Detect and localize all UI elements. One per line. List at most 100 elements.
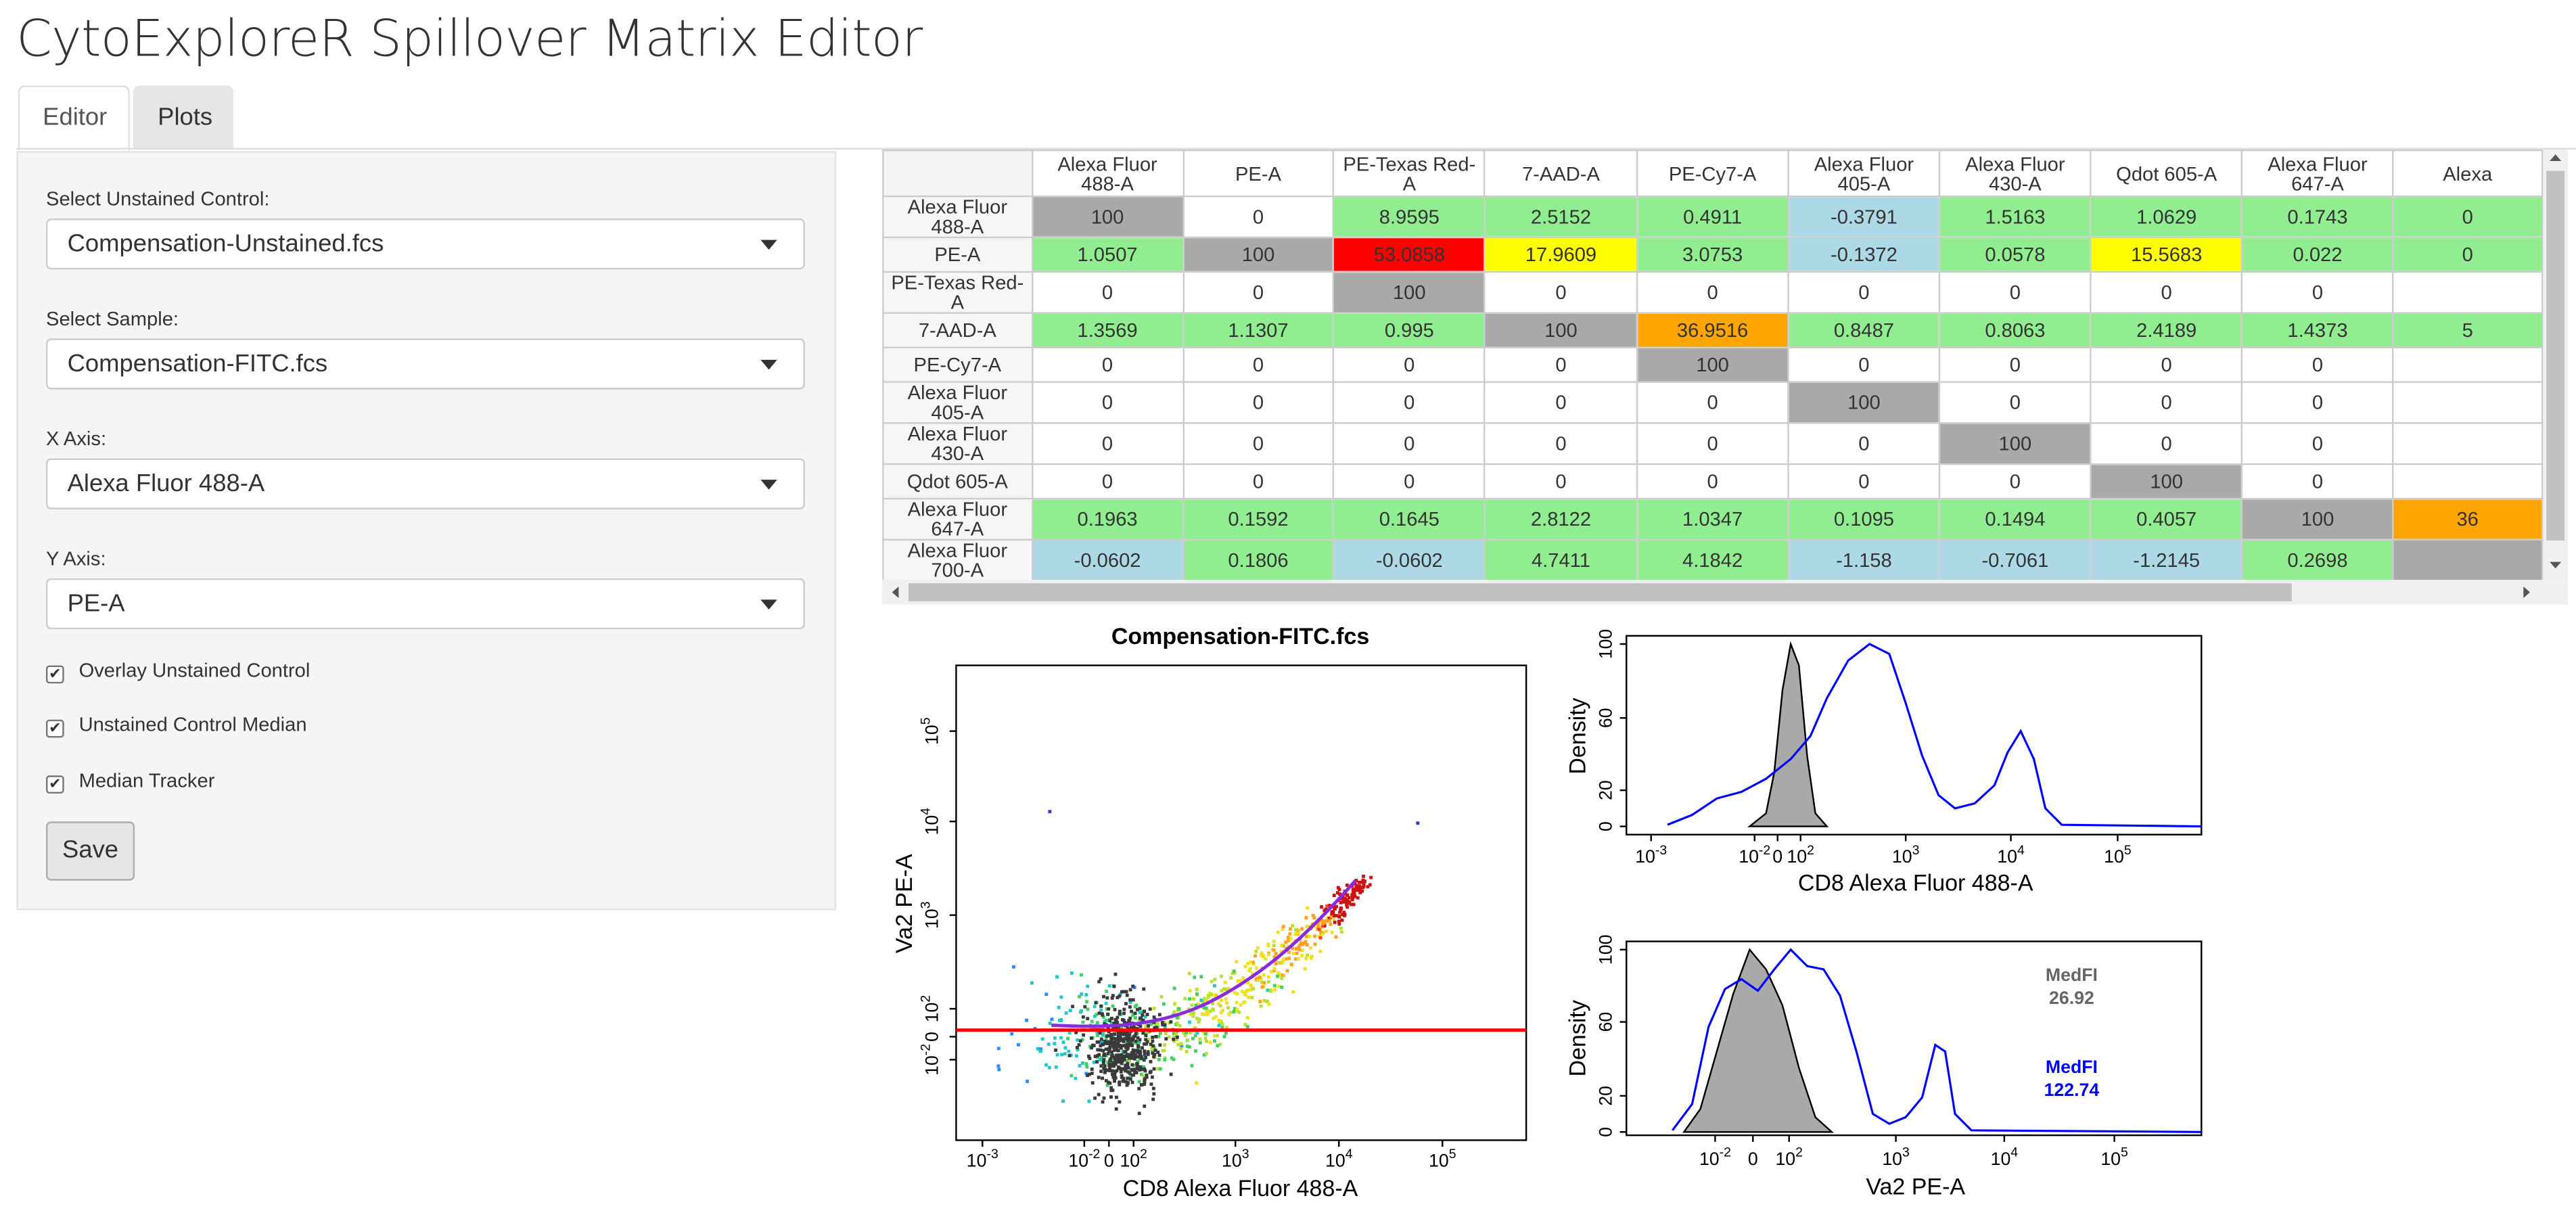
matrix-cell[interactable]: 0	[2090, 346, 2243, 383]
matrix-cell[interactable]	[2391, 538, 2544, 580]
matrix-cell[interactable]: 53.0858	[1333, 236, 1486, 273]
matrix-cell[interactable]: 0	[1031, 271, 1184, 314]
matrix-cell[interactable]	[2391, 463, 2544, 500]
matrix-cell[interactable]: 0	[2090, 381, 2243, 424]
matrix-cell[interactable]: 0	[2391, 195, 2544, 239]
checkbox-row[interactable]: ✔ Median Tracker	[45, 769, 214, 794]
checkbox-row[interactable]: ✔ Overlay Unstained Control	[45, 659, 310, 684]
matrix-cell[interactable]: -0.0602	[1031, 538, 1184, 580]
matrix-cell[interactable]: 3.0753	[1636, 236, 1789, 273]
matrix-cell[interactable]: 0	[2241, 346, 2394, 383]
matrix-cell[interactable]: 0	[1636, 381, 1789, 424]
matrix-cell[interactable]: 0	[1182, 271, 1335, 314]
scroll-thumb[interactable]	[2546, 170, 2564, 541]
matrix-cell[interactable]: 2.4189	[2090, 312, 2243, 348]
checkbox[interactable]: ✔	[45, 665, 64, 684]
matrix-cell[interactable]: 0	[1484, 463, 1638, 500]
matrix-cell[interactable]: 100	[1484, 312, 1638, 348]
matrix-cell[interactable]: 0	[1787, 422, 1941, 465]
matrix-cell[interactable]: 0	[1031, 381, 1184, 424]
matrix-cell[interactable]: 0	[1938, 381, 2092, 424]
matrix-cell[interactable]: 0.1592	[1182, 497, 1335, 541]
matrix-cell[interactable]: 1.0347	[1636, 497, 1789, 541]
matrix-cell[interactable]: 2.5152	[1484, 195, 1638, 239]
matrix-cell[interactable]: 0.8063	[1938, 312, 2092, 348]
matrix-cell[interactable]: 0.4911	[1636, 195, 1789, 239]
scroll-arrow[interactable]	[2523, 586, 2530, 598]
matrix-cell[interactable]: 0	[1484, 271, 1638, 314]
matrix-cell[interactable]: 1.0507	[1031, 236, 1184, 273]
checkbox[interactable]: ✔	[45, 775, 64, 794]
matrix-cell[interactable]: 0	[1333, 381, 1486, 424]
matrix-cell[interactable]: 0	[1787, 271, 1941, 314]
scroll-arrow[interactable]	[2550, 154, 2562, 161]
matrix-cell[interactable]: 0	[1333, 346, 1486, 383]
matrix-cell[interactable]: 0	[1636, 271, 1789, 314]
matrix-cell[interactable]: 0.1494	[1938, 497, 2092, 541]
matrix-cell[interactable]: 17.9609	[1484, 236, 1638, 273]
matrix-cell[interactable]: 0	[1787, 346, 1941, 383]
matrix-cell[interactable]: 0.022	[2241, 236, 2394, 273]
matrix-cell[interactable]: 0	[1182, 463, 1335, 500]
matrix-cell[interactable]: 0	[1938, 271, 2092, 314]
matrix-cell[interactable]: 0	[1333, 463, 1486, 500]
matrix-cell[interactable]	[2391, 271, 2544, 314]
matrix-cell[interactable]: 15.5683	[2090, 236, 2243, 273]
matrix-cell[interactable]: 1.4373	[2241, 312, 2394, 348]
save-button[interactable]: Save	[45, 821, 135, 881]
matrix-cell[interactable]: 5	[2391, 312, 2544, 348]
matrix-cell[interactable]: 0.1645	[1333, 497, 1486, 541]
matrix-cell[interactable]: 0.995	[1333, 312, 1486, 348]
matrix-cell[interactable]: 1.1307	[1182, 312, 1335, 348]
matrix-cell[interactable]: 0	[2090, 422, 2243, 465]
select-box[interactable]: Compensation-FITC.fcs	[45, 338, 805, 390]
tab[interactable]: Plots	[133, 85, 233, 148]
matrix-cell[interactable]: 0	[1182, 381, 1335, 424]
matrix-cell[interactable]: 4.7411	[1484, 538, 1638, 580]
matrix-cell[interactable]: 4.1842	[1636, 538, 1789, 580]
scroll-arrow[interactable]	[892, 586, 899, 598]
matrix-cell[interactable]: 0	[1031, 463, 1184, 500]
scroll-arrow[interactable]	[2550, 561, 2562, 569]
matrix-cell[interactable]: 100	[1333, 271, 1486, 314]
matrix-cell[interactable]: 0	[2241, 271, 2394, 314]
matrix-cell[interactable]: -0.1372	[1787, 236, 1941, 273]
matrix-cell[interactable]: 100	[1938, 422, 2092, 465]
matrix-cell[interactable]: 0	[1182, 422, 1335, 465]
select-box[interactable]: PE-A	[45, 578, 805, 630]
matrix-cell[interactable]: -0.3791	[1787, 195, 1941, 239]
matrix-cell[interactable]: 1.5163	[1938, 195, 2092, 239]
matrix-cell[interactable]: 0.1806	[1182, 538, 1335, 580]
matrix-cell[interactable]: 0	[1787, 463, 1941, 500]
matrix-cell[interactable]: -1.2145	[2090, 538, 2243, 580]
matrix-cell[interactable]: 36	[2391, 497, 2544, 541]
matrix-cell[interactable]: 0	[1484, 422, 1638, 465]
matrix-cell[interactable]: 0.2698	[2241, 538, 2394, 580]
matrix-cell[interactable]: 0	[2241, 463, 2394, 500]
matrix-cell[interactable]: 0	[1484, 346, 1638, 383]
matrix-cell[interactable]: 0.1743	[2241, 195, 2394, 239]
matrix-cell[interactable]: 0	[2090, 271, 2243, 314]
matrix-cell[interactable]: 0	[1938, 463, 2092, 500]
matrix-cell[interactable]: 0	[1031, 422, 1184, 465]
matrix-cell[interactable]	[2391, 422, 2544, 465]
matrix-cell[interactable]: 0.0578	[1938, 236, 2092, 273]
matrix-cell[interactable]: 0	[2241, 381, 2394, 424]
matrix-cell[interactable]: 100	[1636, 346, 1789, 383]
matrix-cell[interactable]: 0.4057	[2090, 497, 2243, 541]
checkbox[interactable]: ✔	[45, 719, 64, 738]
matrix-cell[interactable]: 8.9595	[1333, 195, 1486, 239]
matrix-cell[interactable]: 1.3569	[1031, 312, 1184, 348]
matrix-cell[interactable]: 36.9516	[1636, 312, 1789, 348]
matrix-cell[interactable]: 0	[1031, 346, 1184, 383]
matrix-cell[interactable]: 0.1963	[1031, 497, 1184, 541]
matrix-cell[interactable]: 100	[1031, 195, 1184, 239]
select-box[interactable]: Compensation-Unstained.fcs	[45, 218, 805, 270]
matrix-cell[interactable]	[2391, 346, 2544, 383]
matrix-cell[interactable]: -0.0602	[1333, 538, 1486, 580]
matrix-cell[interactable]: 100	[2090, 463, 2243, 500]
matrix-cell[interactable]: 0	[1484, 381, 1638, 424]
matrix-cell[interactable]: 2.8122	[1484, 497, 1638, 541]
matrix-cell[interactable]: 100	[1182, 236, 1335, 273]
matrix-cell[interactable]: 0	[1938, 346, 2092, 383]
